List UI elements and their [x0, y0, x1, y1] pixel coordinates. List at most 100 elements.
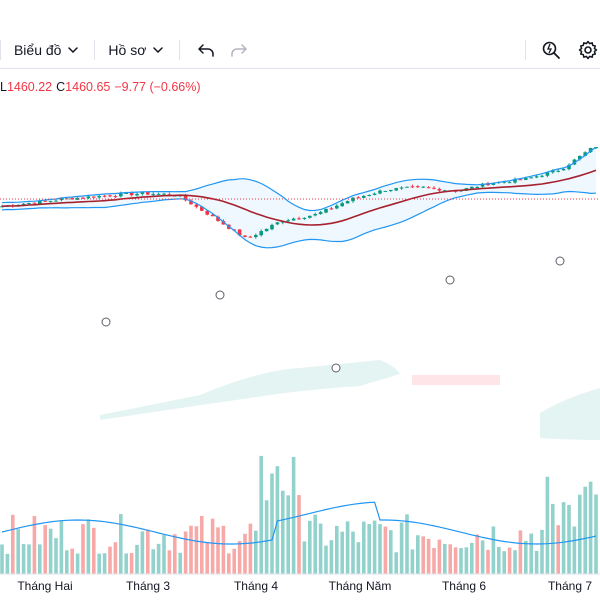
volume-bar — [156, 543, 161, 574]
volume-bar — [399, 522, 404, 574]
candle-body — [243, 235, 247, 237]
candle-body — [308, 215, 312, 218]
event-marker — [215, 290, 225, 300]
candle-body — [545, 172, 550, 176]
candle-body — [318, 212, 323, 215]
candle-body — [189, 200, 193, 205]
volume-bar — [221, 525, 226, 574]
candle-body — [383, 190, 388, 192]
candle-body — [38, 200, 42, 205]
candle-body — [183, 195, 188, 201]
volume-bar — [432, 548, 436, 574]
volume-bar — [32, 516, 37, 574]
candle-body — [556, 170, 560, 172]
volume-bar — [502, 551, 506, 574]
profile-menu-label: Hồ sơ — [108, 42, 147, 58]
volume-bar — [270, 473, 274, 574]
candle-body — [264, 228, 269, 232]
candle-body — [583, 152, 587, 156]
ichimoku-cloud — [100, 360, 400, 420]
volume-bar — [421, 536, 425, 574]
volume-bar — [205, 541, 209, 574]
toolbar-divider — [94, 40, 96, 60]
volume-bar — [102, 553, 107, 574]
candle-body — [432, 187, 436, 189]
volume-bar — [572, 526, 577, 574]
volume-bar — [119, 514, 123, 574]
chart-toolbar: Biểu đồ Hồ sơ — [0, 32, 600, 69]
volume-bar — [405, 514, 409, 574]
volume-bar — [75, 553, 80, 574]
volume-bar — [43, 525, 47, 574]
volume-bar — [389, 530, 393, 574]
low-label: L — [0, 80, 7, 94]
settings-gear-icon — [579, 40, 598, 60]
undo-button[interactable] — [194, 32, 217, 68]
volume-bar — [426, 538, 431, 574]
candle-body — [75, 197, 80, 200]
volume-ma-line — [1, 501, 597, 545]
volume-bar — [92, 527, 96, 574]
candle-body — [372, 193, 377, 195]
candle-body — [205, 210, 209, 215]
candle-body — [416, 186, 420, 188]
volume-bar — [0, 544, 4, 574]
candle-body — [275, 222, 280, 225]
candle-body — [43, 200, 47, 202]
volume-bar — [513, 550, 517, 574]
candle-body — [588, 147, 593, 153]
volume-bar — [70, 548, 74, 574]
volume-bar — [345, 521, 350, 574]
redo-icon — [231, 44, 247, 57]
volume-bar — [302, 541, 307, 574]
volume-bar — [178, 552, 182, 574]
candle-body — [480, 183, 485, 187]
price-change: −9.77 (−0.66%) — [114, 80, 201, 94]
chart-menu-label: Biểu đồ — [13, 42, 62, 58]
candle-body — [254, 235, 258, 238]
candle-body — [345, 200, 350, 204]
ichimoku-cloud-bearish — [412, 375, 500, 385]
candle-body — [237, 229, 242, 236]
candle-body — [351, 197, 355, 202]
profile-menu-button[interactable]: Hồ sơ — [108, 32, 164, 68]
volume-bar — [210, 518, 215, 574]
candle-body — [502, 181, 506, 183]
chart-menu-button[interactable]: Biểu đồ — [13, 32, 79, 68]
candle-body — [399, 187, 404, 189]
volume-bar — [475, 534, 479, 574]
volume-bar — [108, 546, 112, 574]
volume-bar — [200, 516, 204, 574]
volume-bar — [291, 457, 296, 574]
candle-body — [443, 190, 447, 192]
volume-bar — [135, 544, 139, 574]
volume-bar — [464, 547, 469, 574]
volume-bar — [545, 476, 550, 574]
volume-bar — [151, 549, 155, 574]
event-marker — [445, 275, 455, 285]
x-tick-label: Tháng 6 — [442, 579, 486, 593]
volume-bar — [237, 540, 242, 574]
candle-body — [291, 218, 296, 221]
candle-body — [194, 204, 199, 207]
volume-bar — [129, 553, 134, 574]
settings-button[interactable] — [577, 32, 600, 68]
volume-bar — [259, 455, 263, 574]
volume-bar — [27, 544, 31, 574]
volume-bar — [351, 531, 355, 574]
candle-body — [102, 195, 107, 197]
volume-bar — [21, 544, 26, 574]
volume-bar — [146, 529, 150, 574]
quick-search-button[interactable] — [540, 32, 563, 68]
close-value: 1460.65 — [65, 80, 111, 94]
toolbar-divider — [0, 40, 1, 60]
bollinger-lower-line — [1, 190, 597, 249]
volume-bar — [378, 524, 382, 574]
candle-body — [297, 218, 301, 220]
candle-body — [59, 198, 64, 201]
x-tick-label: Tháng Năm — [329, 579, 392, 593]
redo-button[interactable] — [228, 32, 251, 68]
volume-bar — [594, 494, 598, 574]
price-chart[interactable]: Tháng Hai Tháng 3 Tháng 4 Tháng Năm Tháng 6 T… — [0, 68, 600, 600]
candle-body — [561, 168, 566, 171]
